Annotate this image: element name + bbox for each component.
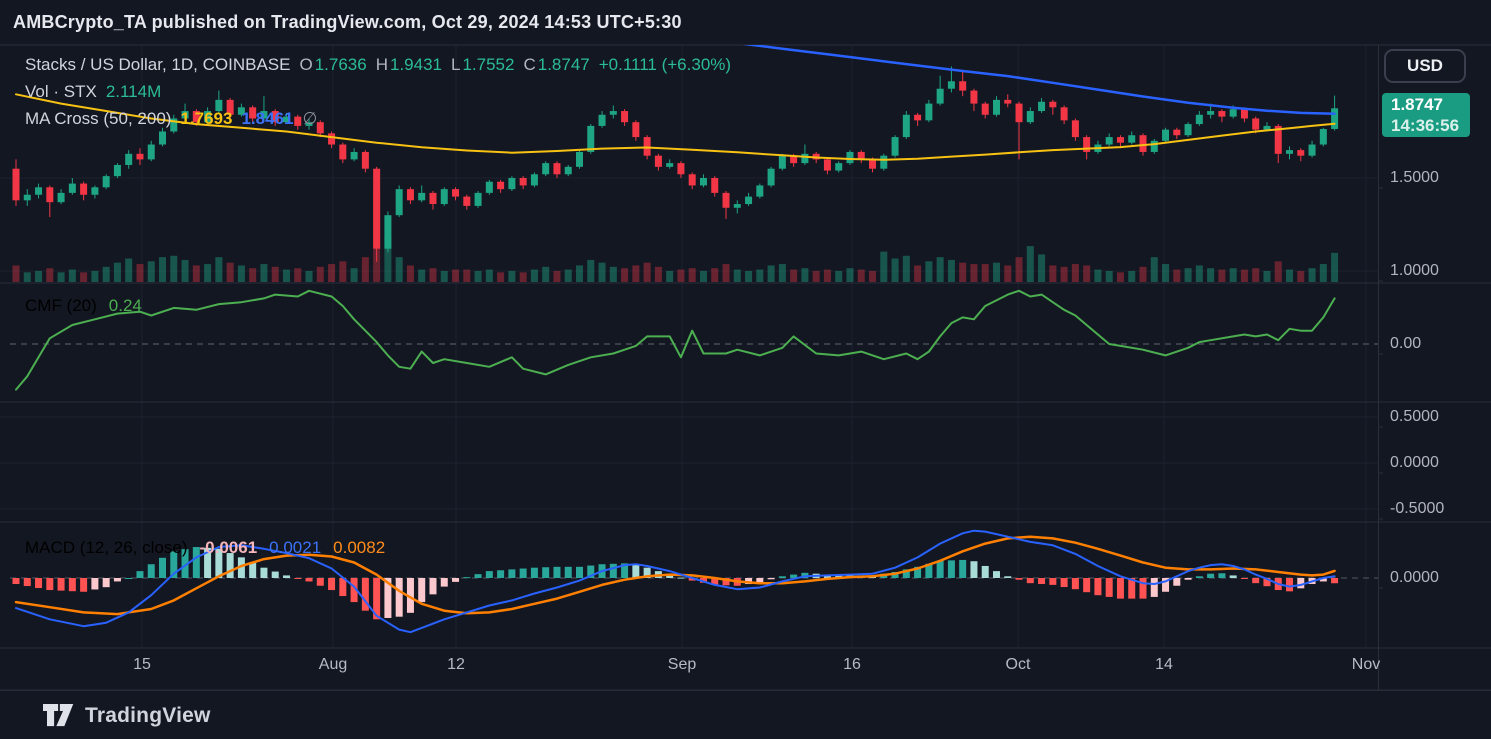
- price-axis[interactable]: USD 1.8747 14:36:56 1.5000 1.0000 0.00 0.50…: [1378, 0, 1491, 690]
- time-axis-label: 12: [447, 656, 465, 673]
- time-axis-label: 16: [843, 656, 861, 673]
- axis-separator: [1378, 45, 1379, 690]
- last-price-value: 1.8747: [1391, 95, 1443, 114]
- tradingview-logo-text: TradingView: [85, 703, 211, 727]
- time-axis-label: 14: [1155, 656, 1173, 673]
- macd-legend-row[interactable]: MACD (12, 26, close) -0.0061 0.0021 0.00…: [25, 538, 385, 560]
- macd-label: MACD (12, 26, close): [25, 538, 188, 557]
- currency-toggle-button[interactable]: USD: [1384, 49, 1466, 83]
- aux-axis-tick: 0.5000: [1390, 408, 1439, 425]
- price-axis-tick: 1.5000: [1390, 169, 1439, 186]
- time-axis-label: Oct: [1005, 656, 1031, 673]
- symbol-legend-row[interactable]: Stacks / US Dollar, 1D, COINBASE O 1.763…: [25, 54, 731, 76]
- volume-label: Vol · STX: [25, 82, 97, 101]
- time-axis-label: Aug: [318, 656, 348, 673]
- ohlc-high: H 1.9431: [375, 55, 442, 74]
- volume-legend-row[interactable]: Vol · STX 2.114M: [25, 81, 161, 103]
- ma50-value: 1.7693: [180, 109, 233, 128]
- price-axis-tick: 1.0000: [1390, 262, 1439, 279]
- tradingview-logo[interactable]: TradingView: [43, 703, 211, 728]
- time-axis[interactable]: 15 Aug 12 Sep 16 Oct 14 Nov: [0, 648, 1380, 690]
- macd-axis-tick: 0.0000: [1390, 569, 1439, 586]
- publish-header-text: AMBCrypto_TA published on TradingView.co…: [13, 11, 682, 32]
- aux-axis-tick: -0.5000: [1390, 500, 1445, 517]
- ma-cross-null-icon: ∅: [302, 109, 318, 128]
- time-axis-label: Sep: [667, 656, 697, 673]
- currency-label: USD: [1407, 56, 1443, 75]
- ma200-value: 1.8461: [241, 109, 294, 128]
- price-change: +0.1111 (+6.30%): [598, 55, 732, 74]
- tradingview-logo-icon: [43, 703, 74, 727]
- volume-value: 2.114M: [105, 82, 162, 101]
- time-axis-label: 15: [133, 656, 151, 673]
- publish-header: AMBCrypto_TA published on TradingView.co…: [0, 0, 1491, 45]
- aux-axis-tick: 0.0000: [1390, 454, 1439, 471]
- macd-signal-value: 0.0082: [333, 538, 386, 557]
- last-price-badge: 1.8747 14:36:56: [1382, 93, 1470, 137]
- cmf-label: CMF (20): [25, 296, 97, 315]
- cmf-axis-tick: 0.00: [1390, 335, 1422, 352]
- bar-countdown: 14:36:56: [1391, 116, 1460, 135]
- cmf-value: 0.24: [108, 296, 142, 315]
- footer-bar: TradingView: [0, 690, 1491, 739]
- cmf-legend-row[interactable]: CMF (20) 0.24: [25, 296, 142, 318]
- ohlc-low: L 1.7552: [450, 55, 515, 74]
- macd-line-value: 0.0021: [269, 538, 322, 557]
- ma-cross-label: MA Cross (50, 200): [25, 109, 172, 128]
- ohlc-open: O 1.7636: [299, 55, 367, 74]
- ohlc-close: C 1.8747: [523, 55, 590, 74]
- time-axis-label: Nov: [1351, 656, 1381, 673]
- ma-cross-legend-row[interactable]: MA Cross (50, 200) 1.7693 1.8461 ∅: [25, 108, 317, 130]
- macd-hist-value: -0.0061: [199, 538, 258, 557]
- symbol-title: Stacks / US Dollar, 1D, COINBASE: [25, 55, 291, 74]
